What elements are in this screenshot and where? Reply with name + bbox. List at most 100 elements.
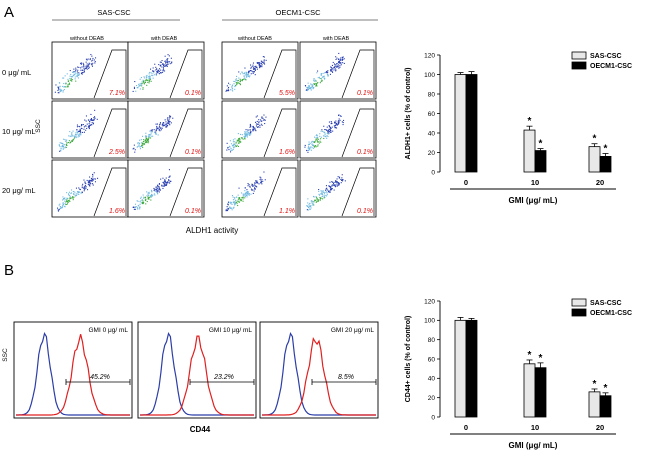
cytometry-dot — [68, 82, 70, 84]
cytometry-dot — [166, 64, 168, 66]
x-axis-label: GMI (μg/ mL) — [509, 441, 558, 450]
cytometry-dot — [145, 137, 147, 139]
cytometry-dot — [256, 62, 258, 64]
cytometry-dot — [338, 64, 340, 66]
cytometry-dot — [233, 80, 235, 82]
cytometry-dot — [139, 83, 141, 85]
cytometry-dot — [155, 186, 157, 188]
cytometry-dot — [241, 134, 243, 136]
cytometry-dot — [330, 131, 332, 133]
cytometry-dot — [159, 130, 161, 132]
cytometry-dot — [306, 86, 308, 88]
cytometry-dot — [80, 134, 82, 136]
cytometry-dot — [75, 133, 77, 135]
bar-oecm1-csc — [534, 367, 547, 418]
cytometry-dot — [338, 177, 340, 179]
cytometry-dot — [149, 195, 151, 197]
cytometry-dot — [246, 136, 248, 138]
cytometry-dot — [339, 176, 341, 178]
cytometry-dot — [151, 193, 153, 195]
cytometry-dot — [68, 135, 70, 137]
cytometry-dot — [158, 188, 160, 190]
cytometry-dot — [312, 144, 314, 146]
cytometry-dot — [74, 194, 76, 196]
cytometry-dot — [342, 179, 344, 181]
cytometry-dot — [338, 184, 340, 186]
cytometry-dot — [95, 57, 97, 59]
cytometry-dot — [166, 184, 168, 186]
cytometry-dot — [331, 64, 333, 66]
cytometry-dot — [172, 117, 174, 119]
cytometry-dot — [58, 88, 60, 90]
cytometry-dot — [92, 62, 94, 64]
cytometry-dot — [338, 61, 340, 63]
bar-oecm1-csc — [534, 150, 547, 173]
cytometry-dot — [77, 77, 79, 79]
cytometry-dot — [328, 185, 330, 187]
cytometry-dot — [152, 75, 154, 77]
cytometry-dot — [320, 136, 322, 138]
cytometry-dot — [241, 71, 243, 73]
flow-y-axis-label: SSC — [35, 119, 42, 133]
cytometry-dot — [73, 137, 75, 139]
cytometry-dot — [88, 64, 90, 66]
cytometry-dot — [236, 203, 238, 205]
cytometry-dot — [337, 123, 339, 125]
cytometry-dot — [141, 85, 143, 87]
cytometry-dot — [64, 197, 66, 199]
cytometry-dot — [338, 114, 340, 116]
cytometry-dot — [88, 126, 90, 128]
cytometry-dot — [77, 191, 79, 193]
cytometry-dot — [163, 185, 165, 187]
cytometry-dot — [139, 207, 141, 209]
cytometry-dot — [137, 145, 139, 147]
cytometry-dot — [87, 65, 89, 67]
gate-percentage: 0.1% — [185, 149, 201, 156]
cytometry-dot — [65, 199, 67, 201]
cytometry-dot — [156, 71, 158, 73]
cytometry-dot — [249, 124, 251, 126]
cytometry-dot — [163, 64, 165, 66]
cytometry-dot — [63, 197, 65, 199]
cytometry-dot — [238, 197, 240, 199]
cytometry-dot — [85, 115, 87, 117]
cytometry-dot — [237, 194, 239, 196]
cytometry-dot — [72, 76, 74, 78]
cytometry-dot — [78, 191, 80, 193]
cytometry-dot — [241, 80, 243, 82]
cytometry-dot — [335, 58, 337, 60]
cytometry-dot — [243, 75, 245, 77]
cytometry-dot — [134, 208, 136, 210]
cytometry-dot — [230, 202, 232, 204]
cytometry-dot — [134, 81, 136, 83]
cytometry-dot — [315, 199, 317, 201]
cytometry-dot — [169, 121, 171, 123]
cytometry-dot — [249, 129, 251, 131]
cytometry-dot — [142, 82, 144, 84]
cytometry-dot — [77, 135, 79, 137]
cytometry-dot — [66, 203, 68, 205]
cytometry-dot — [315, 137, 317, 139]
cytometry-dot — [323, 196, 325, 198]
cytometry-dot — [150, 72, 152, 74]
cytometry-dot — [256, 123, 258, 125]
cytometry-dot — [307, 143, 309, 145]
cytometry-dot — [232, 90, 234, 92]
y-tick-label: 100 — [424, 72, 435, 79]
cytometry-dot — [71, 132, 73, 134]
cytometry-dot — [258, 121, 260, 123]
cytometry-dot — [257, 123, 259, 125]
cytometry-dot — [88, 123, 90, 125]
cytometry-dot — [137, 200, 139, 202]
cytometry-dot — [241, 137, 243, 139]
cytometry-dot — [160, 127, 162, 129]
cytometry-dot — [168, 180, 170, 182]
cytometry-dot — [168, 55, 170, 57]
cytometry-dot — [162, 125, 164, 127]
cytometry-dot — [163, 64, 165, 66]
cytometry-dot — [147, 139, 149, 141]
cytometry-dot — [339, 59, 341, 61]
cytometry-dot — [66, 145, 68, 147]
cytometry-dot — [313, 145, 315, 147]
cytometry-dot — [321, 193, 323, 195]
